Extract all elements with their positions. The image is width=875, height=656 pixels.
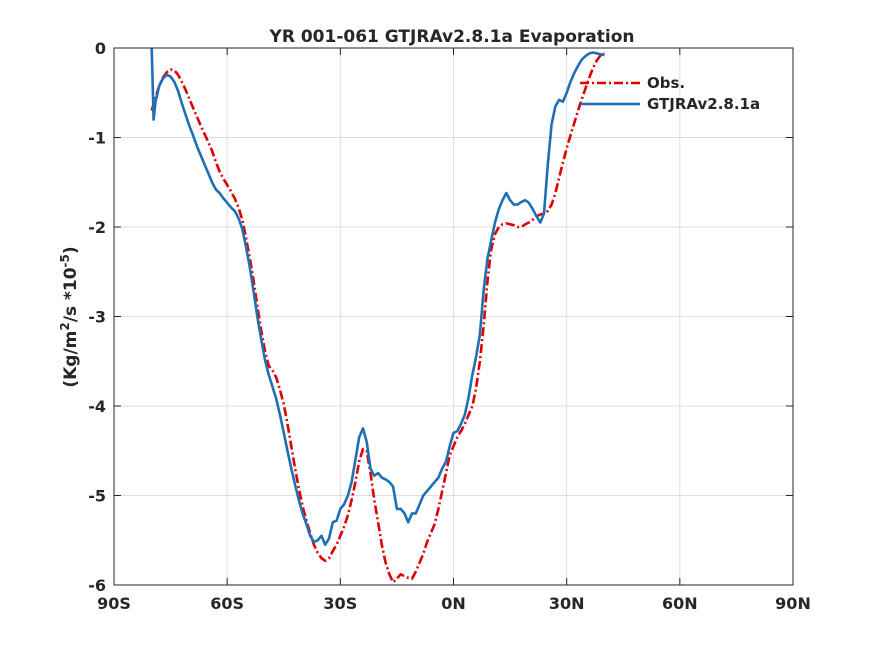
x-tick-label: 90N — [775, 594, 811, 613]
y-tick-label: 0 — [95, 39, 106, 58]
legend-label: Obs. — [647, 74, 685, 92]
y-axis-label: (Kg/m2/s *10-5) — [58, 246, 81, 387]
y-tick-label: -1 — [88, 129, 106, 148]
x-tick-label: 0N — [441, 594, 466, 613]
legend: Obs. GTJRAv2.8.1a — [580, 74, 760, 113]
x-tick-label: 90S — [97, 594, 131, 613]
x-tick-label: 30S — [323, 594, 357, 613]
y-tick-label: -3 — [88, 308, 106, 327]
x-tick-label: 60N — [662, 594, 698, 613]
axis-ticks: 90S 60S 30S 0N 30N 60N 90N -6 -5 -4 -3 -2 -1 0 — [88, 39, 811, 613]
y-tick-label: -6 — [88, 576, 106, 595]
x-tick-label: 60S — [210, 594, 244, 613]
y-tick-label: -2 — [88, 218, 106, 237]
y-tick-label: -5 — [88, 487, 106, 506]
x-tick-label: 30N — [549, 594, 585, 613]
chart-title: YR 001-061 GTJRAv2.8.1a Evaporation — [269, 27, 635, 47]
series-layer — [150, 47, 605, 584]
legend-label: GTJRAv2.8.1a — [647, 95, 760, 113]
y-tick-label: -4 — [88, 397, 106, 416]
series-line-model — [150, 47, 605, 547]
series-line-obs — [150, 52, 605, 584]
